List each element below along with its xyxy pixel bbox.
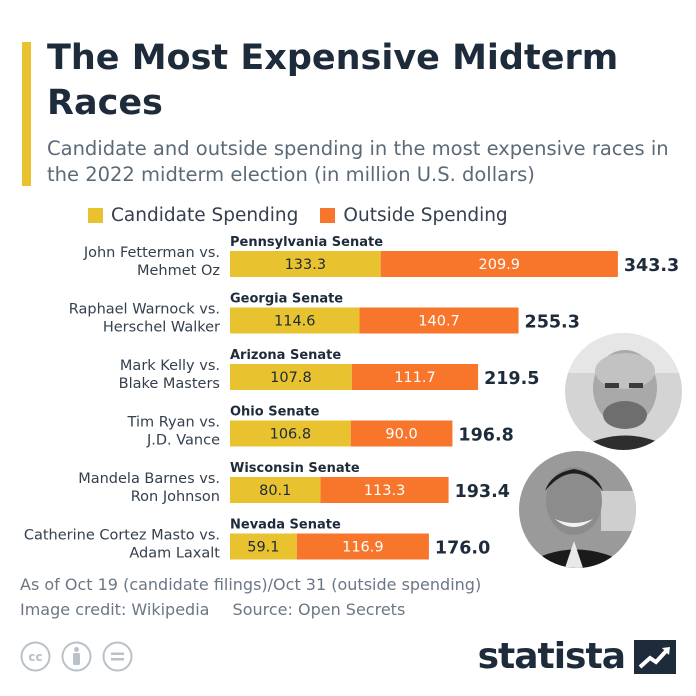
candidate-label-2-line2: Blake Masters (119, 376, 220, 392)
chart-subtitle: Candidate and outside spending in the mo… (47, 136, 687, 188)
title-accent-bar (22, 42, 31, 186)
attribution-icon[interactable] (61, 641, 92, 672)
bar-value-4-series-0: 80.1 (259, 483, 291, 499)
bar-total-2: 219.5 (484, 369, 539, 389)
candidate-label-1-line2: Herschel Walker (103, 320, 220, 336)
license-icons: cc (20, 641, 143, 672)
portrait-fetterman-icon (565, 333, 682, 450)
bar-value-3-series-1: 90.0 (385, 427, 417, 443)
footnote-credits: Image credit: Wikipedia Source: Open Sec… (20, 600, 405, 619)
portrait-oz (519, 451, 636, 568)
portrait-fetterman (565, 333, 682, 450)
bar-total-4: 193.4 (455, 482, 510, 502)
bar-total-3: 196.8 (458, 426, 513, 446)
race-label-1: Georgia Senate (230, 292, 343, 307)
legend-label-outside: Outside Spending (343, 205, 507, 226)
chart-legend: Candidate Spending Outside Spending (88, 203, 530, 227)
bar-total-5: 176.0 (435, 539, 490, 559)
footnote-date: As of Oct 19 (candidate filings)/Oct 31 … (20, 575, 481, 594)
race-label-3: Ohio Senate (230, 405, 320, 420)
page-title: The Most Expensive Midterm Races (47, 36, 667, 126)
bar-value-0-series-1: 209.9 (479, 257, 521, 273)
race-label-5: Nevada Senate (230, 518, 341, 533)
portrait-oz-icon (519, 451, 636, 568)
legend-swatch-outside (320, 208, 335, 223)
bar-value-3-series-0: 106.8 (270, 427, 312, 443)
statista-logo[interactable]: statista (478, 636, 676, 677)
image-credit: Image credit: Wikipedia (20, 600, 209, 619)
race-label-2: Arizona Senate (230, 348, 341, 363)
bar-total-0: 343.3 (624, 256, 679, 276)
bar-total-1: 255.3 (525, 313, 580, 333)
candidate-label-4-line1: Mandela Barnes vs. (78, 471, 220, 487)
legend-item-candidate: Candidate Spending (88, 205, 298, 226)
legend-swatch-candidate (88, 208, 103, 223)
candidate-label-2-line1: Mark Kelly vs. (120, 358, 220, 374)
brand-wordmark: statista (478, 636, 625, 677)
candidate-label-3-line1: Tim Ryan vs. (127, 415, 220, 431)
bar-value-5-series-1: 116.9 (342, 540, 384, 556)
candidate-label-0-line2: Mehmet Oz (137, 263, 220, 279)
data-source: Source: Open Secrets (233, 600, 406, 619)
candidate-label-5-line2: Adam Laxalt (129, 546, 220, 562)
bar-value-4-series-1: 113.3 (364, 483, 406, 499)
candidate-label-1-line1: Raphael Warnock vs. (69, 302, 220, 318)
creative-commons-icon[interactable]: cc (20, 641, 51, 672)
legend-label-candidate: Candidate Spending (111, 205, 298, 226)
race-label-0: Pennsylvania Senate (230, 235, 383, 250)
svg-text:cc: cc (28, 650, 42, 664)
bar-value-2-series-0: 107.8 (270, 370, 312, 386)
candidate-label-0-line1: John Fetterman vs. (83, 245, 220, 261)
candidate-label-3-line2: J.D. Vance (146, 433, 220, 449)
no-derivatives-icon[interactable] (102, 641, 133, 672)
statista-mark-icon (634, 640, 676, 674)
race-label-4: Wisconsin Senate (230, 461, 360, 476)
candidate-label-4-line2: Ron Johnson (131, 489, 220, 505)
bar-value-1-series-0: 114.6 (274, 314, 316, 330)
bar-value-5-series-0: 59.1 (247, 540, 279, 556)
legend-item-outside: Outside Spending (320, 205, 507, 226)
bar-value-1-series-1: 140.7 (418, 314, 460, 330)
bar-value-2-series-1: 111.7 (394, 370, 436, 386)
bar-value-0-series-0: 133.3 (285, 257, 327, 273)
candidate-label-5-line1: Catherine Cortez Masto vs. (24, 528, 220, 544)
